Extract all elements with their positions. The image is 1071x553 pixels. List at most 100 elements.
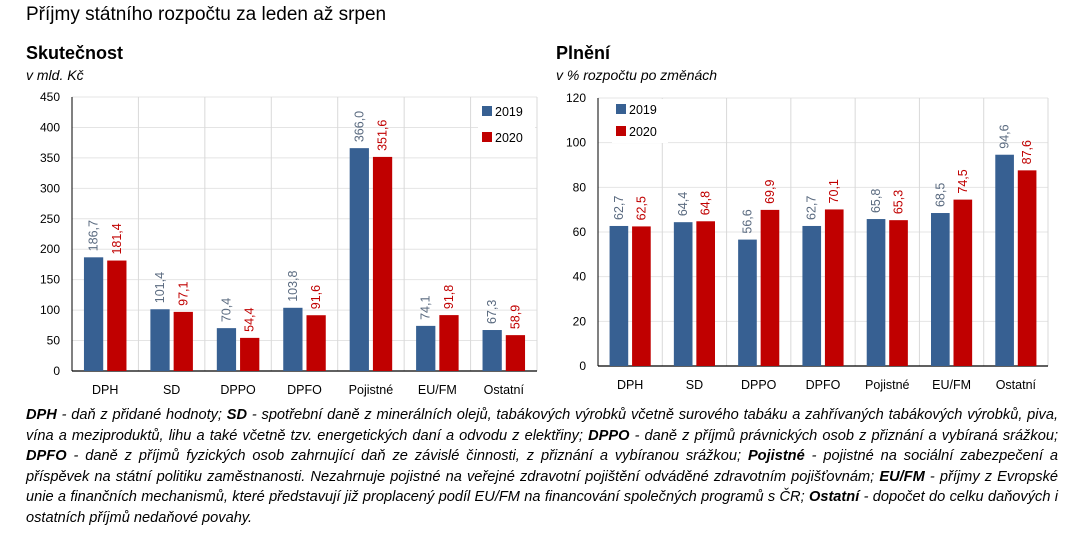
y-tick-label: 300 [40, 181, 60, 195]
data-label-2019: 62,7 [612, 196, 626, 220]
bar-2020 [240, 337, 260, 371]
y-tick-label: 20 [573, 314, 587, 328]
footnote-term: DPH [26, 407, 57, 423]
bar-2019 [738, 239, 757, 366]
y-tick-label: 120 [566, 91, 586, 105]
data-label-2020: 181,4 [110, 223, 124, 254]
data-label-2019: 186,7 [87, 220, 101, 251]
footnote-definition: - pojistné na sociální zabezpečení a pří… [26, 448, 1058, 485]
y-tick-label: 250 [40, 212, 60, 226]
legend-swatch-2020 [482, 132, 492, 142]
bar-2020 [824, 209, 844, 366]
data-label-2019: 101,4 [153, 272, 167, 303]
x-tick-label: Pojistné [349, 383, 394, 397]
data-label-2020: 58,9 [508, 305, 522, 329]
data-label-2020: 91,6 [309, 285, 323, 309]
legend-label-2020: 2020 [629, 125, 657, 139]
x-tick-label: Ostatní [996, 378, 1037, 392]
bar-2020 [696, 221, 715, 366]
footnote-term: DPPO [588, 427, 630, 444]
chart-skutecnost: 0 50 100 150 200 250 300 350 400 450 186,7 181,4 DPH… [40, 90, 538, 397]
legend-swatch-2020 [616, 126, 626, 136]
bar-2020 [632, 226, 651, 366]
bar-2019 [673, 222, 693, 366]
data-label-2020: 91,8 [442, 285, 456, 309]
bar-2020 [306, 315, 326, 371]
y-tick-label: 60 [573, 225, 587, 239]
data-label-2020: 62,5 [634, 196, 648, 220]
bar-2019 [349, 148, 369, 371]
bar-2019 [482, 330, 502, 371]
data-label-2020: 351,6 [376, 120, 390, 151]
bar-2019 [216, 328, 237, 371]
x-tick-label: EU/FM [932, 378, 971, 392]
data-label-2020: 70,1 [827, 179, 841, 203]
data-label-2020: 87,6 [1020, 140, 1034, 164]
footnote-definition: - spotřební daně z minerálních olejů, ta… [26, 407, 1058, 444]
legend-swatch-2019 [482, 106, 492, 116]
footnote-definition: - daně z příjmů právnických osob z přizn… [629, 427, 1058, 444]
data-label-2019: 74,1 [419, 296, 433, 320]
bar-2019 [83, 257, 104, 371]
bar-2019 [931, 213, 950, 366]
bar-2020 [1017, 170, 1037, 366]
bar-2019 [283, 307, 303, 371]
y-tick-label: 350 [40, 151, 60, 165]
data-label-2020: 65,3 [892, 190, 906, 214]
legend-label-2020: 2020 [495, 131, 523, 145]
chart-title-plneni: Plnění [556, 43, 611, 63]
data-label-2019: 65,8 [869, 189, 883, 213]
bar-2020 [760, 209, 780, 366]
x-tick-label: SD [163, 383, 180, 397]
bar-2019 [995, 154, 1014, 366]
legend-swatch-2019 [616, 104, 626, 114]
bar-2020 [173, 311, 193, 371]
bar-2020 [505, 335, 526, 371]
x-tick-label: Pojistné [865, 378, 910, 392]
bar-2019 [609, 225, 629, 366]
chart-title-skutecnost: Skutečnost [26, 43, 124, 63]
x-tick-label: DPH [617, 378, 643, 392]
footnote-term: Pojistné [747, 448, 805, 465]
chart-subtitle-skutecnost: v mld. Kč [26, 67, 84, 83]
bar-2020 [889, 220, 908, 366]
data-label-2019: 366,0 [352, 111, 366, 142]
y-tick-label: 400 [40, 120, 60, 134]
legend-label-2019: 2019 [629, 103, 657, 117]
data-label-2020: 54,4 [243, 307, 257, 331]
x-tick-label: DPFO [806, 378, 841, 392]
y-tick-label: 40 [573, 270, 587, 284]
footnote-term: SD [226, 407, 248, 423]
data-label-2020: 97,1 [176, 282, 190, 306]
y-tick-label: 100 [566, 136, 586, 150]
legend-label-2019: 2019 [495, 105, 523, 119]
page-title: Příjmy státního rozpočtu za leden až srp… [26, 4, 387, 25]
bar-2020 [372, 156, 393, 371]
x-tick-label: DPPO [741, 378, 777, 392]
x-tick-label: DPH [92, 383, 118, 397]
data-label-2020: 64,8 [699, 191, 713, 215]
data-label-2019: 56,6 [740, 209, 754, 233]
x-tick-label: SD [686, 378, 703, 392]
bar-2019 [802, 225, 822, 366]
data-label-2019: 103,8 [286, 270, 300, 301]
footnote-definition: - příjmy z Evropské unie a finančních me… [26, 468, 1059, 506]
data-label-2019: 70,4 [219, 298, 233, 322]
footnote-definition: - daň z přidané hodnoty; [56, 407, 227, 423]
footnote-term: DPFO [26, 448, 67, 465]
x-tick-label: Ostatní [484, 383, 525, 397]
y-tick-label: 0 [579, 359, 586, 373]
x-tick-label: EU/FM [418, 383, 457, 397]
data-label-2019: 67,3 [485, 300, 499, 324]
bar-2020 [107, 260, 127, 371]
x-tick-label: DPFO [287, 383, 322, 397]
bar-2020 [953, 199, 973, 366]
footnote-term: Ostatní [808, 489, 860, 506]
data-label-2019: 68,5 [933, 183, 947, 207]
y-tick-label: 200 [40, 242, 60, 256]
y-tick-label: 150 [40, 273, 60, 287]
chart-subtitle-plneni: v % rozpočtu po změnách [556, 67, 718, 83]
y-tick-label: 50 [47, 334, 61, 348]
data-label-2019: 94,6 [998, 124, 1012, 148]
bar-2019 [150, 309, 170, 371]
